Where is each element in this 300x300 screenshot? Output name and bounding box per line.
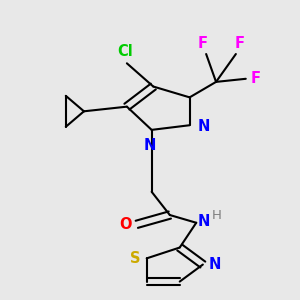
Text: S: S [130, 251, 141, 266]
Text: F: F [198, 36, 208, 51]
Text: H: H [212, 209, 222, 222]
Text: N: N [144, 138, 156, 153]
Text: O: O [119, 217, 132, 232]
Text: N: N [198, 214, 210, 229]
Text: F: F [251, 71, 261, 86]
Text: F: F [234, 36, 244, 51]
Text: N: N [198, 119, 210, 134]
Text: Cl: Cl [117, 44, 133, 59]
Text: N: N [209, 257, 221, 272]
